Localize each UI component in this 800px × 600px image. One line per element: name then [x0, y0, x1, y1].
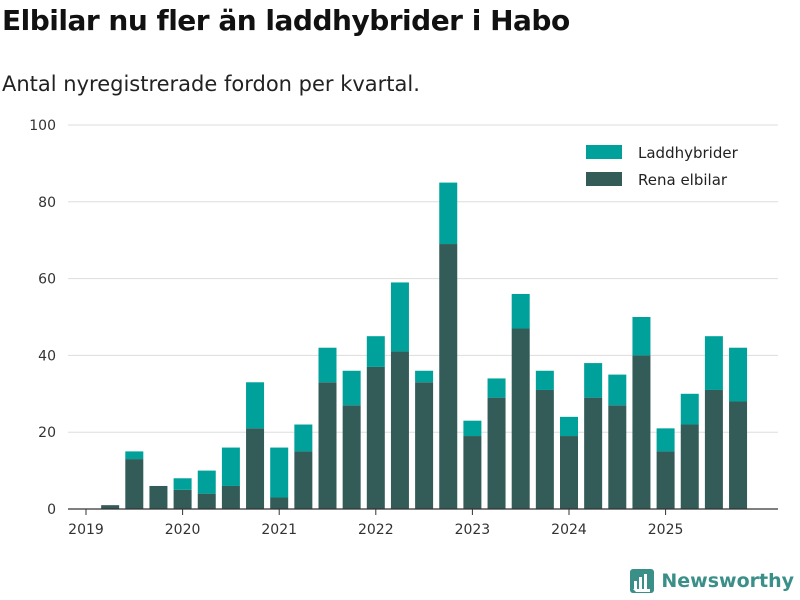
bar-rena-elbilar	[511, 328, 530, 509]
bar-rena-elbilar	[656, 451, 675, 509]
bar-laddhybrider	[221, 447, 240, 486]
bar-rena-elbilar	[632, 355, 651, 509]
bar-rena-elbilar	[173, 489, 192, 509]
bar-laddhybrider	[511, 293, 530, 329]
brand-logo: Newsworthy	[629, 568, 794, 594]
x-tick-label: 2021	[261, 522, 297, 538]
bar-laddhybrider	[125, 451, 144, 460]
stacked-bar-chart: 0 20 40 60 80 100 2019 2020 2021 2022 2023 2024 2025…	[29, 118, 778, 538]
y-tick-label: 100	[29, 118, 56, 134]
bar-laddhybrider	[270, 447, 289, 498]
y-tick-label: 0	[47, 502, 56, 518]
brand-name: Newsworthy	[661, 570, 794, 592]
bar-rena-elbilar	[560, 436, 578, 509]
x-tick-label: 2020	[165, 522, 201, 538]
bar-laddhybrider	[366, 336, 385, 367]
bar-laddhybrider	[656, 428, 675, 452]
x-tick-label: 2022	[358, 522, 394, 538]
bar-laddhybrider	[463, 420, 482, 437]
y-tick-label: 80	[38, 195, 56, 211]
y-tick-label: 20	[38, 425, 56, 441]
bar-rena-elbilar	[390, 351, 409, 509]
chart-subtitle: Antal nyregistrerade fordon per kvartal.	[2, 72, 420, 96]
legend-swatch-rena-elbilar	[586, 172, 622, 186]
bar-rena-elbilar	[584, 397, 603, 509]
bar-rena-elbilar	[608, 405, 627, 509]
bar-laddhybrider	[173, 478, 192, 490]
bar-laddhybrider	[318, 347, 337, 383]
bar-laddhybrider	[535, 370, 554, 390]
bar-laddhybrider	[632, 317, 651, 356]
bar-laddhybrider	[729, 347, 748, 402]
newsworthy-logo-icon	[630, 569, 655, 593]
bar-rena-elbilar	[221, 485, 240, 509]
bar-rena-elbilar	[342, 405, 361, 509]
chart-title: Elbilar nu fler än laddhybrider i Habo	[2, 4, 570, 37]
bar-rena-elbilar	[149, 485, 168, 509]
legend-label-rena-elbilar: Rena elbilar	[638, 171, 728, 189]
bar-laddhybrider	[560, 416, 578, 437]
bar-rena-elbilar	[246, 428, 265, 509]
y-tick-label: 40	[38, 348, 56, 364]
x-tick-label: 2019	[68, 522, 104, 538]
bar-rena-elbilar	[704, 389, 723, 509]
bar-rena-elbilar	[366, 366, 385, 509]
bar-laddhybrider	[197, 470, 216, 494]
bar-laddhybrider	[704, 336, 723, 390]
bar-rena-elbilar	[197, 493, 216, 509]
legend-label-laddhybrider: Laddhybrider	[638, 144, 739, 162]
bar-rena-elbilar	[101, 505, 120, 509]
bar-laddhybrider	[415, 370, 434, 383]
bar-laddhybrider	[584, 363, 603, 398]
bar-laddhybrider	[680, 393, 699, 425]
bar-laddhybrider	[342, 370, 361, 406]
legend-swatch-laddhybrider	[586, 145, 622, 159]
bar-rena-elbilar	[729, 401, 748, 509]
bar-laddhybrider	[390, 282, 409, 352]
bar-rena-elbilar	[463, 436, 482, 509]
y-tick-label: 60	[38, 272, 56, 288]
bar-rena-elbilar	[318, 382, 337, 509]
x-tick-label: 2024	[551, 522, 587, 538]
bar-rena-elbilar	[125, 459, 144, 509]
bar-rena-elbilar	[415, 382, 434, 509]
bar-laddhybrider	[487, 378, 506, 398]
bar-rena-elbilar	[270, 497, 289, 509]
bar-laddhybrider	[439, 182, 458, 245]
bar-laddhybrider	[294, 424, 313, 452]
x-tick-label: 2023	[455, 522, 491, 538]
x-tick-label: 2025	[648, 522, 684, 538]
bar-rena-elbilar	[487, 397, 506, 509]
bar-laddhybrider	[608, 374, 627, 406]
bar-rena-elbilar	[439, 244, 458, 510]
bar-rena-elbilar	[535, 389, 554, 509]
bar-rena-elbilar	[680, 424, 699, 509]
bar-rena-elbilar	[294, 451, 313, 509]
bar-laddhybrider	[246, 382, 265, 429]
